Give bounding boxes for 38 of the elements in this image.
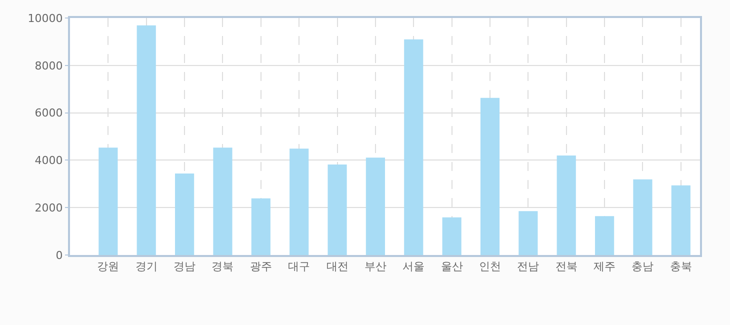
bar	[442, 217, 462, 255]
bar	[251, 198, 270, 255]
bar	[518, 211, 538, 255]
x-tick-label: 충북	[670, 260, 692, 274]
y-tick-label: 8000	[34, 59, 63, 72]
bar	[175, 173, 194, 255]
x-tick-label: 울산	[440, 260, 463, 274]
x-tick-label: 대구	[288, 260, 310, 274]
bar	[633, 179, 652, 255]
bar	[404, 39, 424, 255]
x-tick-label: 전북	[555, 260, 578, 274]
y-tick-label: 0	[56, 248, 63, 262]
x-tick-label: 대전	[326, 260, 348, 274]
x-tick-label: 충남	[632, 260, 654, 274]
bar	[98, 148, 118, 255]
x-tick-label: 경북	[212, 260, 234, 274]
x-tick-label: 강원	[97, 260, 120, 274]
bar	[595, 216, 614, 255]
bar	[213, 148, 232, 255]
bar	[290, 148, 309, 255]
x-tick-label: 제주	[594, 260, 616, 274]
y-tick-label: 2000	[34, 201, 63, 214]
x-tick-label: 경기	[135, 260, 158, 274]
bar	[671, 185, 690, 255]
y-tick-label: 10000	[28, 12, 63, 25]
x-tick-label: 경남	[174, 260, 196, 274]
x-tick-label: 광주	[250, 260, 272, 274]
bar	[328, 164, 347, 255]
x-tick-label: 전남	[517, 260, 540, 274]
bar	[136, 25, 156, 255]
x-tick-label: 서울	[402, 260, 425, 274]
y-tick-label: 6000	[34, 106, 63, 120]
y-tick-label: 4000	[34, 154, 63, 168]
x-tick-label: 인천	[479, 260, 501, 274]
x-tick-label: 부산	[364, 260, 386, 274]
bar	[366, 158, 385, 255]
bar	[480, 98, 500, 255]
bar	[556, 155, 576, 255]
